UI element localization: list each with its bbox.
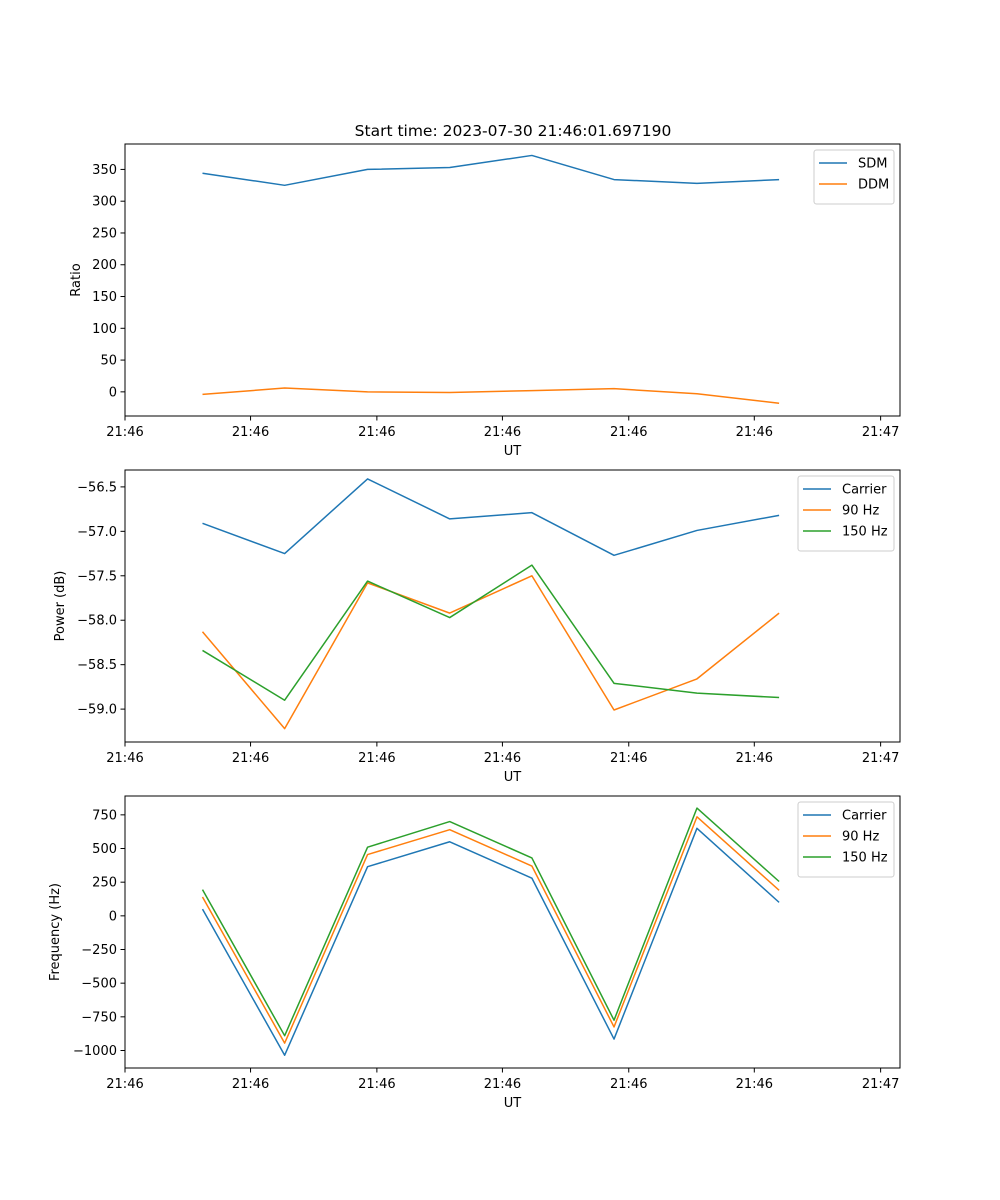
y-tick-label: 50 bbox=[100, 354, 117, 369]
y-axis-label: Ratio bbox=[69, 263, 84, 296]
x-tick-label: 21:46 bbox=[484, 1077, 521, 1092]
y-tick-label: 0 bbox=[109, 909, 117, 924]
y-tick-label: 0 bbox=[109, 385, 117, 400]
x-tick-label: 21:46 bbox=[736, 425, 773, 440]
axes-frame bbox=[124, 469, 901, 743]
x-axis-label: UT bbox=[504, 1096, 522, 1111]
y-tick-label: 250 bbox=[92, 226, 117, 241]
series-line-ddm bbox=[202, 387, 780, 405]
x-tick-label: 21:47 bbox=[862, 1077, 899, 1092]
y-tick-label: 250 bbox=[92, 876, 117, 891]
series-line-carrier bbox=[201, 827, 780, 1056]
y-tick-label: 150 bbox=[92, 290, 117, 305]
y-tick-label: −57.0 bbox=[77, 525, 117, 540]
legend-label: 90 Hz bbox=[842, 504, 879, 519]
series-line-90-hz bbox=[201, 816, 780, 1044]
series-line-150-hz bbox=[202, 564, 780, 701]
panel-2: 21:46 21:46 21:46 21:46 21:46 21:46 21:47 −59.0… bbox=[53, 469, 901, 785]
x-tick-label: 21:47 bbox=[862, 425, 899, 440]
x-tick-label: 21:46 bbox=[106, 751, 143, 766]
y-tick-label: −59.0 bbox=[77, 703, 117, 718]
legend-label: 150 Hz bbox=[842, 851, 888, 866]
chart-title: Start time: 2023-07-30 21:46:01.697190 bbox=[355, 122, 672, 140]
x-tick-label: 21:46 bbox=[484, 751, 521, 766]
legend-label: 90 Hz bbox=[842, 830, 879, 845]
panel-3: 21:46 21:46 21:46 21:46 21:46 21:46 21:47 −1000… bbox=[48, 795, 901, 1111]
y-tick-label: −58.5 bbox=[77, 658, 117, 673]
x-tick-label: 21:46 bbox=[736, 751, 773, 766]
x-tick-label: 21:46 bbox=[358, 751, 395, 766]
x-tick-label: 21:46 bbox=[484, 425, 521, 440]
y-tick-label: 100 bbox=[92, 322, 117, 337]
legend-label: 150 Hz bbox=[842, 525, 888, 540]
y-tick-label: 200 bbox=[92, 258, 117, 273]
x-axis-label: UT bbox=[504, 444, 522, 459]
legend-box bbox=[797, 801, 895, 878]
y-tick-label: −1000 bbox=[73, 1044, 117, 1059]
y-tick-label: 350 bbox=[92, 163, 117, 178]
y-axis-label: Power (dB) bbox=[53, 571, 68, 642]
x-tick-label: 21:47 bbox=[862, 751, 899, 766]
x-tick-label: 21:46 bbox=[610, 425, 647, 440]
x-tick-label: 21:46 bbox=[232, 751, 269, 766]
series-line-150-hz bbox=[201, 807, 780, 1037]
y-tick-label: −750 bbox=[81, 1010, 117, 1025]
series-line-carrier bbox=[202, 478, 780, 557]
panels: 21:46 21:46 21:46 21:46 21:46 21:46 21:47 0 50 10… bbox=[48, 143, 901, 1111]
y-tick-label: 300 bbox=[92, 195, 117, 210]
y-tick-label: −57.5 bbox=[77, 569, 117, 584]
legend-label: Carrier bbox=[842, 809, 887, 824]
y-tick-label: −250 bbox=[81, 943, 117, 958]
x-tick-label: 21:46 bbox=[232, 425, 269, 440]
axes-frame bbox=[124, 795, 901, 1069]
x-tick-label: 21:46 bbox=[610, 751, 647, 766]
x-tick-label: 21:46 bbox=[106, 1077, 143, 1092]
y-tick-label: 500 bbox=[92, 842, 117, 857]
legend-label: Carrier bbox=[842, 483, 887, 498]
y-tick-label: −500 bbox=[81, 977, 117, 992]
x-tick-label: 21:46 bbox=[232, 1077, 269, 1092]
y-tick-label: 750 bbox=[92, 808, 117, 823]
legend: Carrier 90 Hz 150 Hz bbox=[797, 801, 895, 878]
x-tick-label: 21:46 bbox=[358, 1077, 395, 1092]
axes-frame bbox=[124, 143, 901, 417]
x-tick-label: 21:46 bbox=[736, 1077, 773, 1092]
legend-label: DDM bbox=[858, 178, 889, 193]
series-line-sdm bbox=[202, 154, 780, 187]
series-line-90-hz bbox=[201, 575, 780, 730]
y-tick-label: −56.5 bbox=[77, 480, 117, 495]
legend-box bbox=[797, 475, 895, 552]
x-tick-label: 21:46 bbox=[610, 1077, 647, 1092]
x-tick-label: 21:46 bbox=[106, 425, 143, 440]
x-tick-label: 21:46 bbox=[358, 425, 395, 440]
y-tick-label: −58.0 bbox=[77, 614, 117, 629]
legend-label: SDM bbox=[858, 157, 887, 172]
legend: Carrier 90 Hz 150 Hz bbox=[797, 475, 895, 552]
y-axis-label: Frequency (Hz) bbox=[48, 883, 63, 981]
panel-1: 21:46 21:46 21:46 21:46 21:46 21:46 21:47 0 50 10… bbox=[69, 143, 901, 459]
legend: SDM DDM bbox=[813, 149, 895, 205]
x-axis-label: UT bbox=[504, 770, 522, 785]
